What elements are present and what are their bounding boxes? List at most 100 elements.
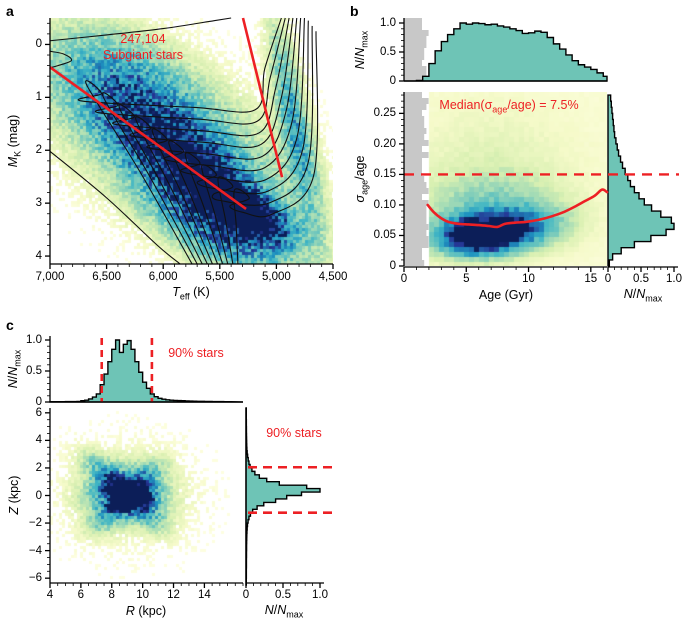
tick-label: 6,500 xyxy=(92,271,121,283)
tick-label: 1.0 xyxy=(26,334,42,346)
density-contour xyxy=(78,17,282,265)
panel-b-xlabel: Age (Gyr) xyxy=(478,288,534,302)
tick-label: 0.5 xyxy=(26,365,42,377)
excluded-age-band xyxy=(404,42,427,48)
panel-b-median-annotation: Median(σage/age) = 7.5% xyxy=(439,97,579,115)
excluded-age-band xyxy=(404,92,422,98)
excluded-age-band xyxy=(404,140,429,146)
tick-label: 0 xyxy=(35,38,42,51)
tick-label: 0 xyxy=(400,273,408,285)
tick-label: −4 xyxy=(28,544,42,557)
tick-label: 0.15 xyxy=(373,168,396,181)
excluded-age-band xyxy=(404,98,429,104)
tick-label: 0 xyxy=(242,589,250,601)
tick-label: 5,500 xyxy=(205,271,235,283)
tick-label: 0 xyxy=(389,75,396,87)
panel-c-xlabel: R (kpc) xyxy=(125,604,167,618)
excluded-age-band xyxy=(404,30,429,36)
density-contour xyxy=(49,50,73,69)
tick-label: 5,000 xyxy=(262,271,291,283)
excluded-age-band xyxy=(404,224,429,230)
tick-label: 1.0 xyxy=(666,273,682,285)
excluded-age-band xyxy=(404,66,427,72)
tick-label: 2 xyxy=(35,461,42,474)
excluded-age-band xyxy=(404,72,427,78)
excluded-age-band xyxy=(404,260,425,266)
panel-b-heatmap xyxy=(404,92,607,266)
panel-b-tophist-ylabel: N/Nmax xyxy=(352,30,370,70)
tick-label: 4 xyxy=(35,250,42,263)
excluded-age-band xyxy=(404,188,429,194)
excluded-age-band xyxy=(404,212,427,218)
tick-label: 2 xyxy=(35,144,42,157)
panel-a-letter: a xyxy=(6,3,14,19)
excluded-age-band xyxy=(404,170,422,176)
panel-b-righthist-xlabel: N/Nmax xyxy=(623,286,663,304)
tick-label: 15 xyxy=(584,273,598,285)
excluded-age-band xyxy=(404,164,422,170)
tick-label: 0.5 xyxy=(380,46,396,58)
density-contour xyxy=(211,25,314,265)
panel-c-top-annotation: 90% stars xyxy=(168,346,224,360)
excluded-age-band xyxy=(404,242,429,248)
tick-label: 4 xyxy=(46,589,54,601)
tick-label: 6 xyxy=(35,406,42,419)
tick-label: 0.25 xyxy=(373,107,396,120)
excluded-age-band xyxy=(404,104,427,110)
excluded-age-band xyxy=(404,158,422,164)
tick-label: 0 xyxy=(35,489,42,502)
panel-a-xlabel: Teff (K) xyxy=(172,284,210,302)
tick-label: 3 xyxy=(35,197,42,210)
tick-label: 0 xyxy=(604,273,612,285)
excluded-age-band xyxy=(404,206,427,212)
subgiant-selection-line xyxy=(241,17,284,178)
excluded-age-band xyxy=(404,110,422,116)
excluded-age-band xyxy=(404,116,425,122)
tick-label: 6,000 xyxy=(148,271,178,283)
excluded-age-band xyxy=(404,78,425,81)
excluded-age-band xyxy=(404,24,422,30)
panel-a-annotation: 247,104 Subgiant stars xyxy=(103,32,183,62)
density-contour xyxy=(196,20,309,265)
tick-label: 0.5 xyxy=(275,589,291,601)
excluded-age-band xyxy=(404,134,425,140)
tick-label: 14 xyxy=(197,589,211,601)
density-contour xyxy=(163,17,302,265)
tick-label: 8 xyxy=(108,589,115,601)
tick-label: 0.05 xyxy=(373,229,396,242)
tick-label: 4 xyxy=(35,434,42,447)
excluded-age-band xyxy=(404,230,427,236)
excluded-age-band xyxy=(404,48,425,54)
tick-label: 0.5 xyxy=(633,273,649,285)
excluded-age-band xyxy=(404,254,422,260)
density-contour xyxy=(146,17,298,265)
tick-label: 0.10 xyxy=(373,198,396,211)
excluded-age-band xyxy=(404,18,422,24)
tick-label: 0 xyxy=(35,396,42,408)
excluded-age-band xyxy=(404,128,427,134)
excluded-age-band xyxy=(404,218,427,224)
median-uncertainty-curve xyxy=(426,188,609,229)
tick-label: 6 xyxy=(77,589,85,601)
tick-label: 5 xyxy=(463,273,470,285)
tick-label: −6 xyxy=(28,572,42,585)
tick-label: 12 xyxy=(167,589,180,601)
tick-label: 1.0 xyxy=(380,17,396,29)
density-contour xyxy=(95,17,286,265)
tick-label: 7,000 xyxy=(35,271,65,283)
density-contour xyxy=(49,17,232,42)
panel-c-righthist-xlabel: N/Nmax xyxy=(264,602,304,620)
excluded-age-band xyxy=(404,122,425,128)
tick-label: 10 xyxy=(136,589,150,601)
panel-a-ylabel: MK (mag) xyxy=(5,114,23,168)
excluded-age-band xyxy=(404,176,425,182)
panel-c-tophist-ylabel: N/Nmax xyxy=(5,349,23,389)
excluded-age-band xyxy=(404,200,429,206)
panel-b-letter: b xyxy=(350,3,359,19)
panel-c-right-annotation: 90% stars xyxy=(266,426,322,440)
tick-label: 10 xyxy=(522,273,535,285)
density-contour xyxy=(49,150,181,265)
excluded-age-band xyxy=(404,236,429,242)
